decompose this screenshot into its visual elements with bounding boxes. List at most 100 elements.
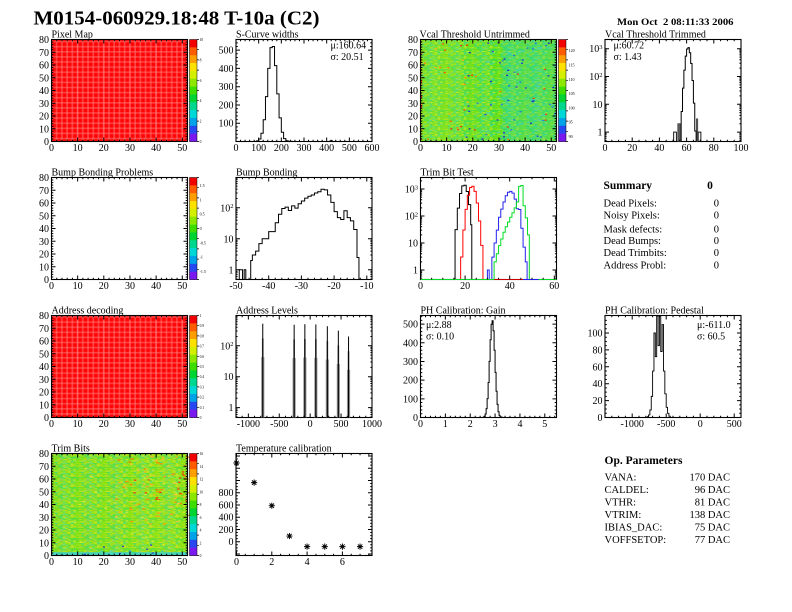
svg-text:8: 8 <box>200 503 202 507</box>
svg-text:20: 20 <box>468 143 478 154</box>
svg-text:0: 0 <box>418 419 423 430</box>
svg-text:1: 1 <box>598 128 603 139</box>
svg-text:500: 500 <box>727 419 742 430</box>
svg-text:0: 0 <box>44 551 49 562</box>
svg-text:20: 20 <box>99 419 109 430</box>
svg-text:0.6: 0.6 <box>200 355 205 359</box>
svg-text:80: 80 <box>39 311 49 322</box>
svg-text:40: 40 <box>654 143 664 154</box>
svg-text:0: 0 <box>714 211 719 222</box>
svg-text:6: 6 <box>200 79 202 83</box>
svg-text:102: 102 <box>220 203 233 214</box>
svg-text:30: 30 <box>125 419 135 430</box>
svg-text:1: 1 <box>229 265 234 276</box>
svg-text:40: 40 <box>39 500 49 511</box>
svg-text:-0.5: -0.5 <box>200 240 206 245</box>
svg-text:1: 1 <box>229 403 234 414</box>
svg-text:VTRIM:: VTRIM: <box>605 510 642 521</box>
svg-text:Trim Bit Test: Trim Bit Test <box>421 168 474 179</box>
svg-text:Address Probl:: Address Probl: <box>604 261 667 272</box>
svg-text:10: 10 <box>408 124 418 135</box>
svg-text:500: 500 <box>334 419 349 430</box>
svg-text:20: 20 <box>39 250 49 261</box>
svg-text:40: 40 <box>39 86 49 97</box>
svg-text:-500: -500 <box>657 419 675 430</box>
svg-text:0: 0 <box>44 275 49 286</box>
svg-text:0.5: 0.5 <box>200 365 205 369</box>
svg-text:0.7: 0.7 <box>200 345 205 349</box>
svg-text:0: 0 <box>418 281 423 292</box>
svg-text:90: 90 <box>569 134 573 139</box>
svg-text:-1: -1 <box>200 255 203 260</box>
svg-text:10: 10 <box>73 557 83 568</box>
svg-text:σ: 1.43: σ: 1.43 <box>614 52 642 63</box>
svg-text:0: 0 <box>714 199 719 210</box>
svg-text:30: 30 <box>39 513 49 524</box>
svg-text:40: 40 <box>151 143 161 154</box>
svg-text:Trim Bits: Trim Bits <box>52 444 90 455</box>
svg-text:σ: 20.51: σ: 20.51 <box>331 52 364 63</box>
svg-text:600: 600 <box>219 500 234 511</box>
svg-text:70: 70 <box>39 186 49 197</box>
svg-text:103: 103 <box>405 184 418 195</box>
svg-text:1.5: 1.5 <box>200 183 205 188</box>
svg-text:80: 80 <box>593 345 603 356</box>
svg-text:0: 0 <box>598 413 603 424</box>
svg-text:110: 110 <box>569 77 575 82</box>
svg-text:50: 50 <box>177 419 187 430</box>
svg-text:-10: -10 <box>360 281 373 292</box>
svg-text:0: 0 <box>698 419 703 430</box>
svg-text:70: 70 <box>39 462 49 473</box>
svg-text:0: 0 <box>418 143 423 154</box>
svg-text:50: 50 <box>177 143 187 154</box>
svg-text:VANA:: VANA: <box>605 473 637 484</box>
svg-text:0: 0 <box>413 137 418 148</box>
svg-text:1: 1 <box>413 266 418 277</box>
svg-text:200: 200 <box>274 143 289 154</box>
svg-text:-1000: -1000 <box>621 419 644 430</box>
svg-text:100: 100 <box>251 143 266 154</box>
svg-text:400: 400 <box>219 64 234 75</box>
svg-text:100: 100 <box>734 143 749 154</box>
svg-text:Op. Parameters: Op. Parameters <box>605 455 683 467</box>
svg-text:20: 20 <box>39 112 49 123</box>
svg-text:80: 80 <box>408 35 418 46</box>
svg-text:40: 40 <box>39 224 49 235</box>
svg-text:50: 50 <box>546 143 556 154</box>
svg-text:20: 20 <box>99 281 109 292</box>
svg-text:M0154-060929.18:48 T-10a (C2): M0154-060929.18:48 T-10a (C2) <box>34 8 320 30</box>
svg-text:30: 30 <box>39 375 49 386</box>
svg-text:σ: 60.5: σ: 60.5 <box>697 332 725 343</box>
svg-text:Address decoding: Address decoding <box>52 306 124 317</box>
svg-text:400: 400 <box>219 513 234 524</box>
svg-text:105: 105 <box>569 91 575 96</box>
svg-text:30: 30 <box>408 99 418 110</box>
svg-text:16: 16 <box>200 452 204 456</box>
svg-text:40: 40 <box>151 419 161 430</box>
svg-text:12: 12 <box>200 478 204 482</box>
svg-text:77 DAC: 77 DAC <box>695 535 730 546</box>
svg-text:96 DAC: 96 DAC <box>695 485 730 496</box>
svg-text:30: 30 <box>494 143 504 154</box>
svg-text:60: 60 <box>408 61 418 72</box>
svg-text:50: 50 <box>39 211 49 222</box>
svg-text:Dead Bumps:: Dead Bumps: <box>604 236 662 247</box>
svg-text:Vcal Threshold Untrimmed: Vcal Threshold Untrimmed <box>420 30 530 41</box>
svg-text:95: 95 <box>569 120 573 125</box>
svg-text:0.5: 0.5 <box>200 212 205 217</box>
svg-text:0: 0 <box>714 248 719 259</box>
svg-text:40: 40 <box>151 281 161 292</box>
svg-text:30: 30 <box>39 99 49 110</box>
svg-text:200: 200 <box>403 376 418 387</box>
svg-text:1000: 1000 <box>362 419 382 430</box>
svg-text:138 DAC: 138 DAC <box>689 510 730 521</box>
svg-text:0.4: 0.4 <box>200 375 205 379</box>
svg-text:115: 115 <box>569 63 575 68</box>
svg-text:Vcal Threshold Trimmed: Vcal Threshold Trimmed <box>605 30 706 41</box>
svg-text:0: 0 <box>234 143 239 154</box>
svg-text:4: 4 <box>305 557 310 568</box>
svg-text:0.3: 0.3 <box>200 385 205 389</box>
svg-text:4: 4 <box>200 99 202 103</box>
svg-text:10: 10 <box>73 281 83 292</box>
svg-text:30: 30 <box>125 557 135 568</box>
